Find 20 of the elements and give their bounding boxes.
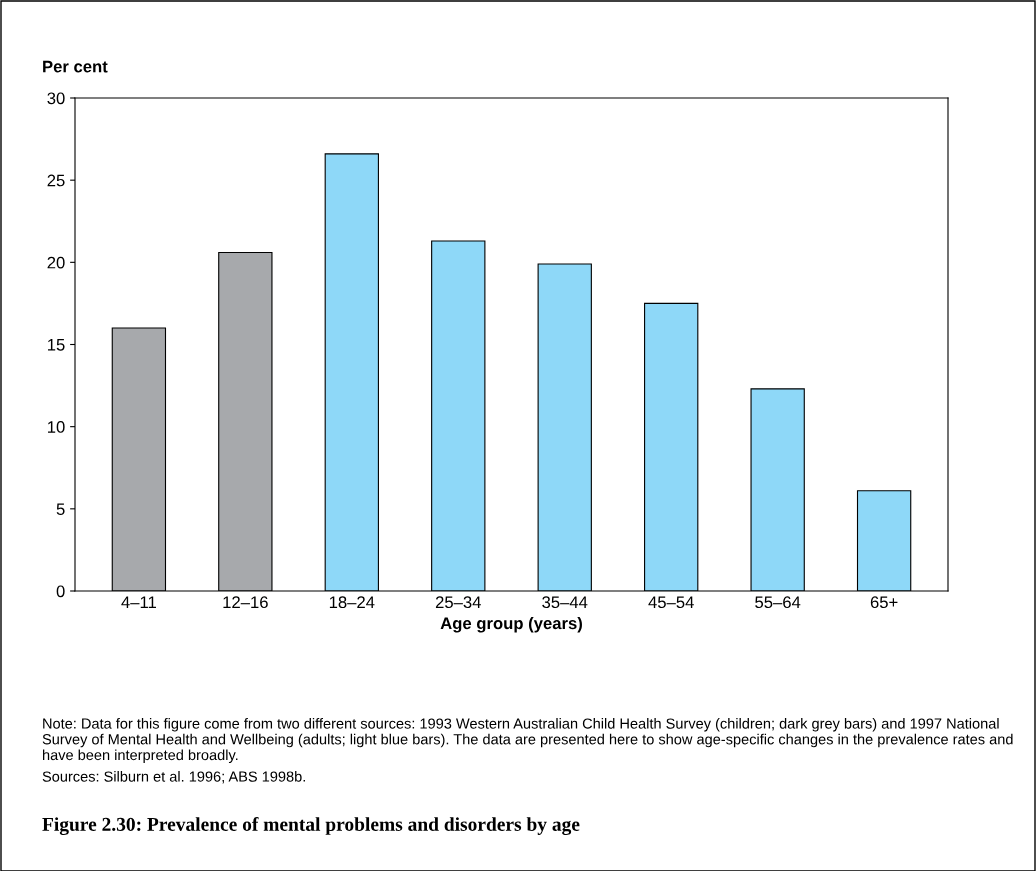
x-tick-label: 25–34 <box>435 596 481 609</box>
y-tick-label: 30 <box>47 92 65 105</box>
y-tick-label: 10 <box>48 421 65 433</box>
x-tick-label: 4–11 <box>121 596 156 608</box>
source-note: Sources: Silburn et al. 1996; ABS 1998b. <box>42 771 305 784</box>
x-tick-label: 65+ <box>870 596 898 609</box>
x-tick-label: 18–24 <box>329 596 375 609</box>
y-tick-label: 0 <box>56 585 65 598</box>
x-tick-label: 35–44 <box>542 596 588 609</box>
x-tick-label: 12–16 <box>223 596 268 609</box>
y-axis-title: Per cent <box>43 60 108 73</box>
x-tick-label: 55–64 <box>755 596 801 609</box>
y-tick-label: 20 <box>47 256 65 269</box>
x-axis-title: Age group (years) <box>440 616 582 633</box>
y-tick-label: 5 <box>56 503 65 516</box>
x-tick-label: 45–54 <box>648 596 694 609</box>
y-tick-label: 15 <box>48 339 65 351</box>
text: Figure 2.30: Prevalence of mental problems and disorders by age <box>42 817 580 835</box>
y-tick-label: 25 <box>47 174 65 187</box>
text: Note: Data for this figure come from two different sources: 1993 Western Australian Child Health Survey (children; dark grey bars) and 1997 National Survey of Mental Health and Wellbeing (adults; light blue bars). The data are presented here to show age-specific changes in the prevalence rates and have been interpreted broadly. <box>42 718 1013 764</box>
